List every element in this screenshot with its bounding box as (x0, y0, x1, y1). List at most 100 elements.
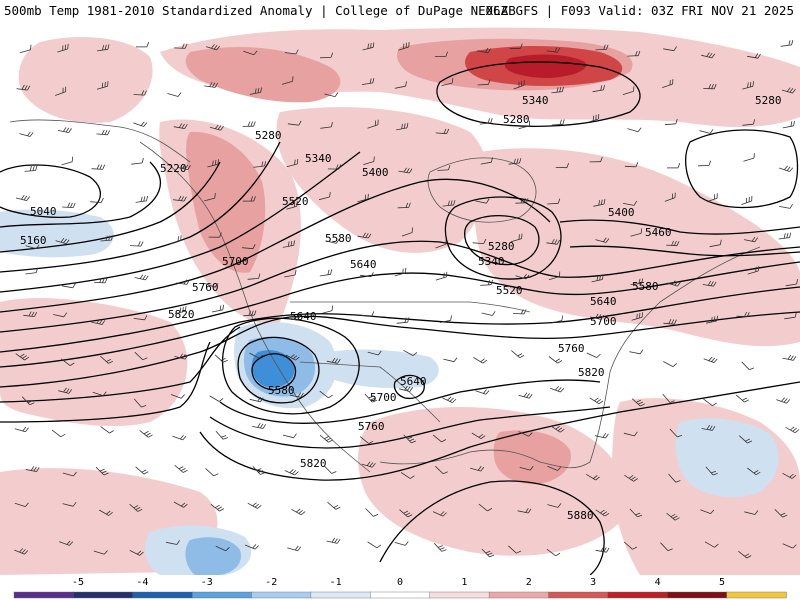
wind-barb (62, 501, 77, 507)
wind-barb (57, 43, 69, 53)
colorbar-swatch (251, 591, 312, 599)
wind-barb (550, 425, 565, 433)
label-5640-low: 5640 (290, 310, 317, 323)
wind-barb (98, 509, 113, 516)
label-5760-south: 5760 (358, 420, 385, 433)
wind-barb (281, 76, 294, 85)
wind-barb (518, 120, 531, 130)
wind-barb (51, 429, 66, 438)
label-5640-small: 5640 (400, 375, 427, 388)
wind-barb (547, 465, 562, 471)
contour-low-inner (251, 353, 297, 391)
label-5700-south: 5700 (370, 391, 397, 404)
contour-5160 (0, 161, 161, 228)
wind-barb (663, 361, 678, 367)
wind-barb (61, 156, 73, 166)
contour-5760-south (209, 406, 611, 449)
wind-barb (470, 466, 485, 472)
wind-barb (519, 465, 534, 471)
wind-barb (173, 195, 187, 202)
wind-barb (287, 120, 302, 126)
wind-barb (291, 508, 306, 516)
warm-anomaly-east (474, 148, 800, 347)
wind-barb (129, 503, 143, 512)
label-5700-east: 5700 (590, 315, 617, 328)
wind-barb (61, 283, 76, 289)
cool-anomaly-west (0, 209, 114, 258)
wind-barb (100, 235, 114, 242)
wind-barb (744, 236, 758, 243)
wind-barb (518, 431, 533, 437)
wind-barb (703, 398, 717, 407)
contour-5400-east (559, 219, 800, 235)
contour-5460-east (569, 245, 800, 257)
wind-barb (515, 273, 530, 280)
wind-barb (14, 502, 29, 507)
colorbar-swatch (13, 591, 75, 599)
label-5400: 5400 (362, 166, 389, 179)
wind-barb (434, 543, 447, 552)
colorbar-swatch (548, 591, 609, 599)
label-5820-south: 5820 (300, 457, 327, 470)
contour-5700 (0, 311, 800, 388)
contour-5340-low (444, 196, 562, 280)
wind-barb (442, 200, 456, 207)
label-5820-east: 5820 (578, 366, 605, 379)
wind-barb (587, 113, 600, 123)
wind-barb (396, 122, 409, 131)
wind-barb (439, 315, 452, 323)
warm-anomaly-west-core (186, 131, 266, 273)
colorbar-swatch (607, 591, 668, 599)
label-5280-north: 5280 (503, 113, 530, 126)
wind-barb (435, 465, 448, 475)
wind-barb (367, 541, 382, 549)
warm-anomaly-west (18, 37, 153, 123)
wind-barb (666, 240, 680, 247)
wind-barb (252, 422, 267, 429)
wind-barb (204, 283, 219, 288)
wind-barb (204, 193, 216, 202)
wind-barb (624, 474, 638, 482)
wind-barb (736, 311, 750, 318)
wind-barb (367, 350, 382, 356)
colorbar-swatch (310, 591, 371, 599)
wind-barb (631, 398, 645, 407)
label-5520-east: 5520 (496, 284, 523, 297)
wind-barb (319, 269, 333, 277)
wind-barb (473, 357, 488, 364)
wind-barb (14, 548, 29, 555)
wind-barb (360, 272, 374, 278)
contour-5700-south (219, 379, 601, 424)
colorbar-tick-label: 2 (526, 577, 532, 588)
wind-barb (100, 426, 114, 434)
colorbar-tick-label: 3 (590, 577, 596, 588)
wind-barb (133, 398, 147, 408)
wind-barb (513, 80, 525, 90)
label-5280-low: 5280 (488, 240, 515, 253)
label-5700: 5700 (222, 255, 249, 268)
wind-barb (631, 312, 643, 321)
wind-barb (174, 353, 189, 360)
wind-barb (709, 239, 722, 248)
wind-barb (365, 508, 379, 517)
wind-barb (630, 278, 644, 285)
wind-barb (172, 434, 187, 441)
wind-barb (704, 541, 719, 548)
contour-5400-west (0, 178, 551, 313)
wind-barb (319, 390, 333, 399)
wind-barb (247, 502, 262, 509)
wind-barb (774, 509, 788, 518)
wind-barb (517, 508, 532, 514)
border-canada-us (290, 301, 531, 313)
wind-barb (594, 433, 609, 439)
wind-barb (741, 195, 753, 205)
wind-barb (434, 51, 448, 57)
wind-barb (623, 541, 638, 550)
wind-barb (472, 238, 487, 244)
label-5640: 5640 (350, 258, 377, 271)
wind-barb (62, 471, 77, 477)
wind-barb (242, 196, 256, 202)
wind-barb (401, 227, 413, 237)
wind-barb (284, 49, 299, 55)
wind-barb (91, 318, 106, 325)
